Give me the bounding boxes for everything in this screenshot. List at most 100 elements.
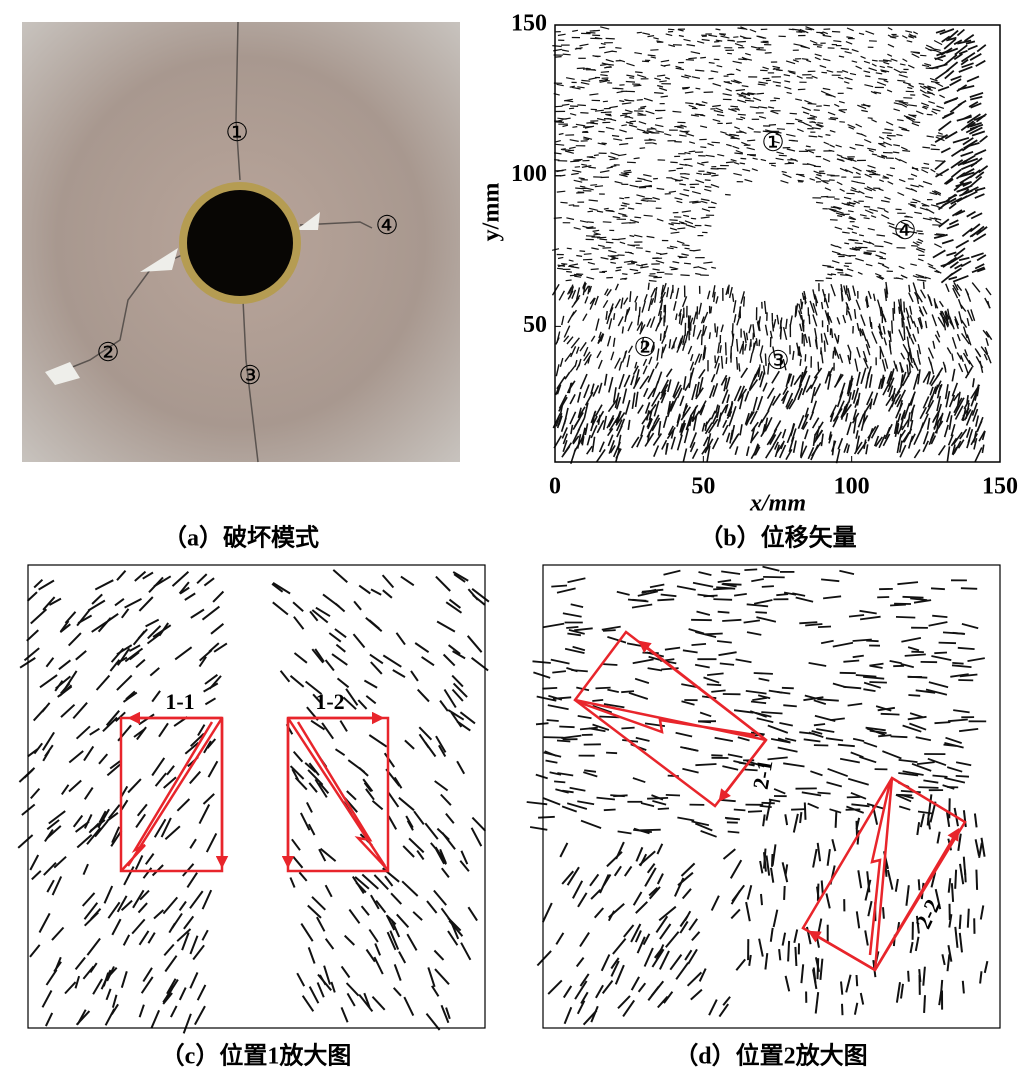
vector: [726, 143, 732, 147]
vector: [827, 312, 830, 325]
vector: [664, 646, 681, 651]
vector: [686, 43, 696, 47]
vector: [670, 231, 680, 234]
vector: [292, 750, 304, 763]
vector: [905, 30, 913, 33]
vector: [737, 99, 747, 103]
vector: [745, 52, 751, 56]
vector: [688, 372, 693, 389]
vector: [768, 124, 777, 126]
vector: [27, 748, 39, 758]
vector: [680, 862, 696, 877]
vector: [905, 307, 910, 319]
vector: [580, 112, 589, 114]
vector: [558, 415, 563, 426]
vector: [575, 346, 580, 354]
vector: [875, 254, 884, 259]
vector: [643, 294, 648, 302]
vector: [675, 65, 682, 69]
vector: [414, 642, 430, 654]
vector: [670, 429, 675, 439]
vector: [749, 28, 757, 33]
vector: [682, 767, 699, 774]
vector: [360, 905, 370, 916]
vector: [922, 180, 933, 185]
vector: [758, 677, 770, 682]
vector: [979, 135, 988, 143]
vector: [756, 35, 765, 39]
vector: [934, 888, 942, 910]
vector: [898, 433, 902, 446]
vector: [552, 696, 572, 700]
vector: [334, 602, 346, 613]
label: 1-2: [315, 689, 344, 714]
vector: [74, 975, 81, 989]
vector: [923, 105, 929, 108]
vector: [668, 400, 675, 412]
vector: [702, 436, 709, 447]
vector: [692, 324, 696, 337]
vector: [213, 642, 228, 653]
vector: [870, 322, 873, 330]
vector: [951, 368, 956, 382]
vector: [569, 365, 576, 373]
vector: [184, 741, 199, 755]
vector: [55, 675, 72, 690]
vector: [853, 1002, 859, 1015]
vector: [871, 173, 881, 176]
vector: [870, 215, 877, 218]
vector: [561, 870, 575, 885]
vector: [775, 69, 783, 72]
vector: [823, 332, 829, 345]
vector: [960, 120, 975, 132]
vector: [960, 304, 967, 312]
vector: [720, 35, 730, 39]
vector: [949, 261, 959, 269]
vector: [460, 942, 472, 961]
vector: [778, 948, 782, 961]
vector: [550, 658, 570, 665]
vector: [930, 144, 936, 147]
vector: [730, 908, 741, 920]
vector: [45, 657, 55, 668]
vector: [857, 414, 865, 428]
vector: [815, 176, 822, 181]
vector: [622, 999, 636, 1017]
vector: [679, 193, 690, 197]
vector: [713, 598, 733, 601]
vector: [725, 133, 735, 138]
vector: [580, 427, 587, 442]
vector: [147, 625, 162, 640]
vector: [340, 1007, 349, 1023]
vector: [718, 651, 737, 657]
vector: [929, 217, 938, 220]
vector: [782, 173, 792, 179]
vector: [587, 221, 594, 224]
vector: [817, 698, 839, 702]
vector: [556, 331, 561, 344]
vector: [894, 157, 901, 162]
vector: [809, 114, 818, 118]
vector: [643, 214, 653, 217]
vector: [632, 376, 641, 390]
vector: [583, 346, 589, 357]
vector: [824, 187, 832, 191]
vector: [865, 726, 886, 732]
vector: [668, 339, 672, 349]
vector: [863, 252, 872, 256]
vector: [605, 241, 614, 244]
vector: [974, 263, 985, 270]
vector: [698, 571, 712, 576]
vector: [589, 122, 599, 125]
vector: [577, 407, 582, 418]
vector: [911, 245, 919, 247]
vector: [781, 862, 789, 883]
vector: [592, 705, 613, 714]
vector: [639, 324, 646, 335]
vector: [762, 130, 771, 133]
vector: [362, 778, 374, 792]
vector: [587, 261, 596, 265]
vector: [433, 949, 445, 961]
vector: [583, 253, 592, 255]
vector: [727, 284, 730, 295]
